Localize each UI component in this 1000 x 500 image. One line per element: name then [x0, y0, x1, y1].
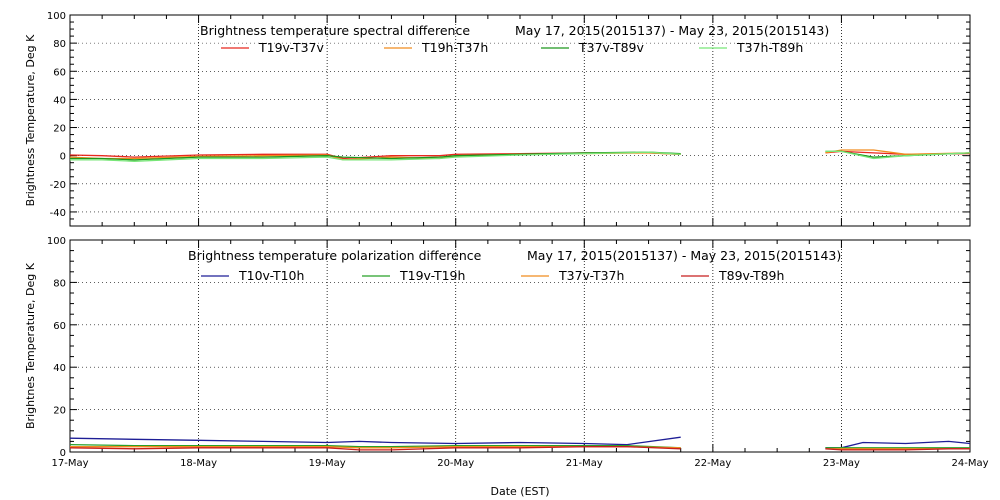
y-axis-label: Brightnes Temperature, Deg K	[24, 262, 37, 429]
chart-date-range: May 17, 2015(2015137) - May 23, 2015(201…	[527, 248, 841, 263]
plot-frame	[69, 14, 971, 227]
y-tick-label: 100	[47, 236, 66, 247]
x-axis-label: Date (EST)	[490, 485, 549, 498]
series-line-t37h-t89h	[70, 151, 681, 162]
legend-label: T19h-T37h	[421, 40, 488, 55]
legend-label: T10v-T10h	[238, 268, 304, 283]
series-line-t37h-t89h	[825, 150, 971, 160]
x-tick-label: 21-May	[566, 458, 603, 469]
y-tick-label: 60	[53, 67, 66, 78]
y-tick-label: 40	[53, 95, 66, 106]
series-line-t19v-t19h	[69, 443, 681, 449]
series-line-t89v-t89h	[825, 448, 970, 451]
y-tick-label: 20	[53, 406, 66, 417]
y-tick-label: 100	[47, 11, 66, 22]
y-tick-label: 20	[53, 124, 66, 135]
legend-label: T19v-T19h	[399, 268, 465, 283]
y-tick-label: -40	[50, 208, 66, 219]
series-line-t37v-t89v	[70, 151, 681, 161]
spectral-difference-panel: -40 -20 0 20 40 60 80 100 Brightness temperature…	[24, 11, 971, 227]
legend-label: T89v-T89h	[718, 268, 784, 283]
series-line-t10v-t10h	[69, 436, 681, 446]
y-tick-label: 0	[60, 152, 66, 163]
legend-label: T37v-T37h	[558, 268, 624, 283]
x-tick-label: 23-May	[823, 458, 860, 469]
x-tick-label: 20-May	[437, 458, 474, 469]
x-tick-label: 19-May	[309, 458, 346, 469]
y-tick-label: 80	[53, 278, 66, 289]
polarization-difference-panel: 0 20 40 60 80 100 17-May 18-May 19-May 20-May 21-M…	[24, 236, 989, 498]
y-tick-label: -20	[50, 180, 66, 191]
y-tick-label: 0	[60, 448, 66, 459]
legend-label: T37h-T89h	[736, 40, 803, 55]
series-line-t89v-t89h	[69, 446, 681, 451]
chart-title: Brightness temperature spectral differen…	[200, 23, 470, 38]
y-tick-label: 60	[53, 321, 66, 332]
x-tick-label: 18-May	[180, 458, 217, 469]
chart-date-range: May 17, 2015(2015137) - May 23, 2015(201…	[515, 23, 829, 38]
x-tick-label: 24-May	[951, 458, 988, 469]
legend-label: T37v-T89v	[578, 40, 645, 55]
chart-title: Brightness temperature polarization diff…	[188, 248, 482, 263]
legend-label: T19v-T37v	[258, 40, 325, 55]
y-tick-label: 40	[53, 363, 66, 374]
y-axis-label: Brightness Temperature, Deg K	[24, 34, 37, 206]
x-tick-label: 22-May	[694, 458, 731, 469]
plot-frame	[69, 239, 971, 453]
y-tick-label: 80	[53, 39, 66, 50]
x-tick-label: 17-May	[51, 458, 88, 469]
series-line-t10v-t10h	[825, 440, 971, 449]
